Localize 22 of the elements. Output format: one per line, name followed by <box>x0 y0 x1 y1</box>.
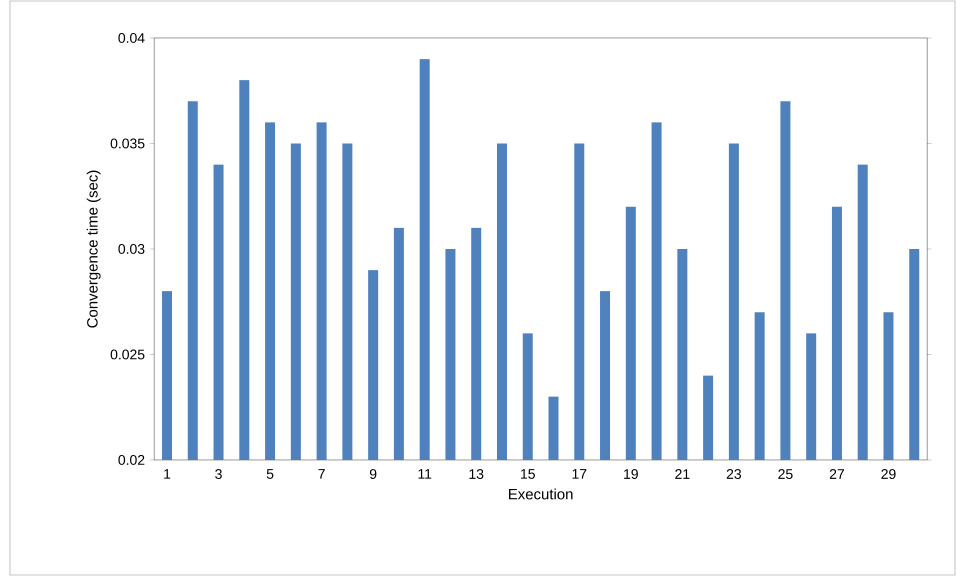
y-tick-label: 0.03 <box>118 244 144 254</box>
y-tick-label: 0.02 <box>118 455 144 465</box>
x-tick-label: 21 <box>675 469 690 479</box>
y-tick-label: 0.025 <box>110 350 144 360</box>
x-tick-label: 3 <box>215 469 222 479</box>
x-tick-label: 17 <box>572 469 586 479</box>
y-tick-label: 0.04 <box>118 33 145 43</box>
x-axis-title: Execution <box>509 488 572 500</box>
x-tick-label: 15 <box>521 469 535 479</box>
x-tick-label: 5 <box>266 469 274 479</box>
x-tick-label: 9 <box>370 469 376 479</box>
x-tick-label: 25 <box>778 469 793 479</box>
x-tick-label: 29 <box>881 469 896 479</box>
y-tick-label: 0.035 <box>110 138 144 148</box>
x-tick-label: 13 <box>470 469 484 479</box>
x-tick-label: 23 <box>726 469 742 479</box>
x-tick-label: 27 <box>830 469 844 479</box>
x-tick-label: 19 <box>624 469 638 479</box>
x-tick-label: 1 <box>164 469 170 479</box>
y-axis-title: Convergence time (sec) <box>86 170 101 328</box>
x-tick-label: 11 <box>418 469 432 479</box>
x-tick-label: 7 <box>318 469 325 479</box>
